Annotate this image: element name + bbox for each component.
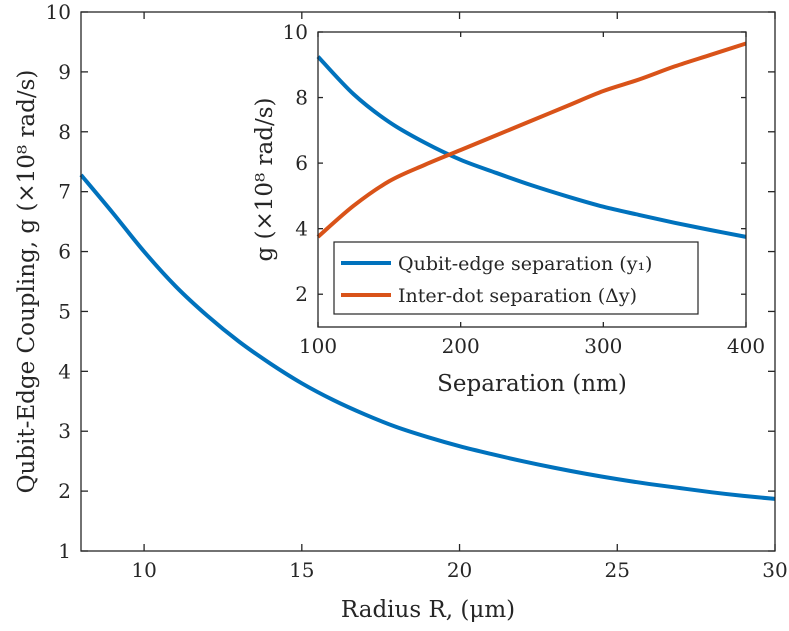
inset-x-axis-label: Separation (nm) bbox=[437, 371, 627, 397]
main-x-tick-label: 10 bbox=[131, 558, 156, 582]
main-y-tick-label: 10 bbox=[46, 0, 71, 24]
legend-label-1: Inter-dot separation (Δy) bbox=[398, 285, 637, 307]
main-y-tick-label: 6 bbox=[58, 240, 71, 264]
legend-series-symbol: (y₁) bbox=[619, 253, 652, 275]
main-y-tick-label: 4 bbox=[58, 359, 71, 383]
legend-label-0: Qubit-edge separation (y₁) bbox=[398, 253, 652, 275]
main-axes-frame bbox=[80, 11, 776, 552]
inset-y-axis-label: g (×10⁸ rad/s) bbox=[252, 97, 278, 261]
inset-axes-frame bbox=[317, 31, 747, 328]
main-x-axis-label: Radius R, (μm) bbox=[341, 597, 515, 623]
main-y-tick-label: 3 bbox=[58, 419, 71, 443]
main-y-tick-label: 7 bbox=[58, 180, 71, 204]
main-ticks-group: 10 15 20 25 30 1 2 3 4 5 6 7 8 9 10 bbox=[46, 0, 788, 582]
inset-series-group bbox=[316, 41, 747, 239]
main-y-tick-label: 1 bbox=[58, 539, 71, 563]
legend-series-name: Inter-dot separation bbox=[398, 285, 598, 307]
main-x-tick-label: 30 bbox=[762, 558, 787, 582]
inset-x-tick-label: 400 bbox=[727, 334, 765, 358]
main-x-tick-label: 25 bbox=[605, 558, 630, 582]
main-y-tick-label: 9 bbox=[58, 60, 71, 84]
inset-series-line-1 bbox=[316, 41, 747, 239]
legend-box bbox=[333, 241, 699, 315]
inset-legend: Qubit-edge separation (y₁) Inter-dot sepa… bbox=[333, 241, 699, 315]
inset-ticks-group: 100 200 300 400 2 4 6 8 10 bbox=[283, 20, 766, 358]
main-series-line-0 bbox=[79, 173, 776, 501]
main-x-tick-label: 15 bbox=[289, 558, 314, 582]
main-series-group bbox=[79, 173, 776, 501]
main-y-axis-label: Qubit-Edge Coupling, g (×10⁸ rad/s) bbox=[14, 70, 40, 494]
main-y-tick-label: 2 bbox=[58, 479, 71, 503]
inset-series-line-0 bbox=[316, 55, 747, 239]
legend-series-name: Qubit-edge separation bbox=[398, 253, 619, 275]
main-y-tick-label: 8 bbox=[58, 120, 71, 144]
inset-y-tick-label: 8 bbox=[295, 86, 308, 110]
inset-y-tick-label: 10 bbox=[283, 20, 308, 44]
inset-x-tick-label: 100 bbox=[299, 334, 337, 358]
inset-y-tick-label: 2 bbox=[295, 282, 308, 306]
legend-series-symbol: (Δy) bbox=[598, 285, 637, 307]
inset-y-tick-label: 4 bbox=[295, 217, 308, 241]
inset-y-tick-label: 6 bbox=[295, 151, 308, 175]
main-x-tick-label: 20 bbox=[447, 558, 472, 582]
main-y-tick-label: 5 bbox=[58, 299, 71, 323]
inset-plot: 100 200 300 400 2 4 6 8 10 Separation (nm) g (×1… bbox=[252, 20, 765, 397]
inset-x-tick-label: 200 bbox=[442, 334, 480, 358]
inset-x-tick-label: 300 bbox=[584, 334, 622, 358]
main-plot: 10 15 20 25 30 1 2 3 4 5 6 7 8 9 10 Radius R, (μm) Qub… bbox=[14, 0, 788, 623]
